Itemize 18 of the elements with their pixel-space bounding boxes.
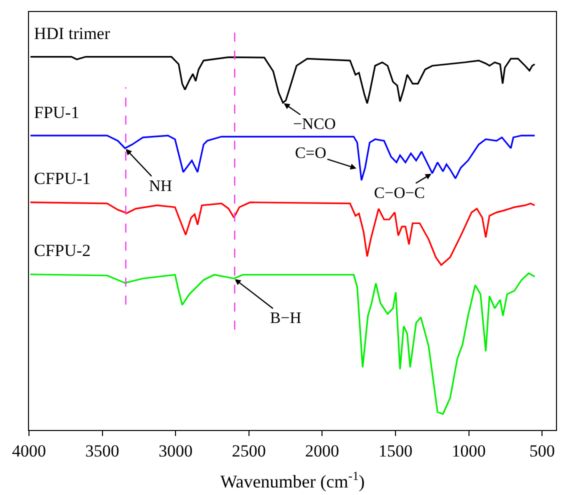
x-axis-title: Wavenumber (cm$^{-1}$) (220, 469, 365, 492)
series-label: FPU-1 (34, 103, 80, 122)
x-tick-label: 1500 (378, 442, 412, 460)
x-tick-label: 500 (529, 442, 555, 460)
x-tick-label: 3000 (158, 442, 193, 460)
annotation: −NCO (293, 116, 336, 133)
x-tick-label: 2500 (232, 442, 266, 460)
annotation: B−H (270, 310, 302, 327)
series-label: CFPU-2 (34, 241, 91, 260)
x-tick-label: 1000 (452, 442, 486, 460)
annotation: NH (149, 178, 173, 195)
annotation: C−O−C (374, 185, 425, 202)
series-label: CFPU-1 (34, 169, 91, 188)
annotation: C=O (295, 145, 326, 162)
series-label: HDI trimer (34, 24, 110, 43)
x-tick-label: 2000 (305, 442, 340, 460)
x-tick-label: 4000 (12, 442, 46, 460)
x-tick-label: 3500 (85, 442, 120, 460)
